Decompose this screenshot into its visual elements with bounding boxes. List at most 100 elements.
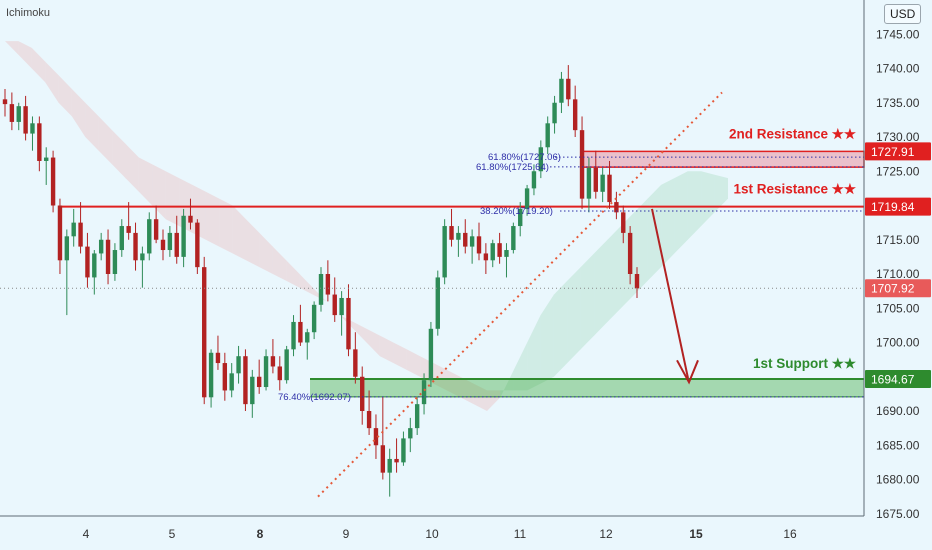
cloud-segment — [406, 349, 421, 377]
candle-body — [607, 174, 612, 203]
candle-body — [579, 130, 585, 199]
x-tick-label: 9 — [343, 527, 350, 541]
candle-body — [236, 356, 241, 374]
candle-body — [435, 277, 440, 329]
candle-body — [421, 380, 427, 405]
x-tick-label: 4 — [83, 527, 90, 541]
x-tick-label: 15 — [689, 527, 703, 541]
cloud-segment — [701, 171, 715, 226]
candle-body — [634, 274, 640, 289]
candle-body — [559, 78, 564, 103]
candle-body — [490, 243, 495, 261]
y-tick-label: 1730.00 — [876, 130, 920, 144]
cloud-segment — [246, 219, 260, 268]
y-tick-label: 1735.00 — [876, 96, 920, 110]
candle-body — [476, 236, 482, 254]
candle-body — [621, 212, 626, 233]
y-tick-label: 1680.00 — [876, 473, 920, 487]
x-tick-label: 12 — [599, 527, 613, 541]
candle-body — [2, 99, 8, 105]
candle-body — [449, 226, 454, 240]
price-tag-bg — [865, 197, 931, 216]
candle-body — [518, 208, 523, 227]
y-tick-label: 1675.00 — [876, 507, 920, 521]
cloud-segment — [18, 41, 32, 69]
candle-body — [250, 376, 255, 405]
candle-body — [497, 243, 502, 257]
cloud-segment — [259, 232, 273, 274]
candle-body — [545, 123, 550, 148]
candle-body — [353, 349, 358, 377]
candle-body — [270, 356, 276, 367]
cloud-segment — [71, 89, 86, 137]
candle-body — [463, 232, 468, 247]
candle-body — [23, 106, 28, 134]
cloud-segment — [687, 171, 702, 240]
candle-body — [586, 167, 592, 199]
candle-body — [318, 274, 324, 305]
cloud-segment — [326, 301, 340, 316]
cloud-segment — [58, 75, 72, 117]
cloud-segment — [272, 246, 287, 281]
candle-body — [50, 157, 56, 206]
candle-body — [593, 167, 598, 192]
candle-body — [44, 157, 49, 161]
price-tag: 1707.92 — [865, 279, 931, 298]
indicator-name: Ichimoku — [6, 7, 51, 19]
cloud-segment — [393, 342, 407, 370]
cloud-segment — [165, 171, 180, 226]
forecast-arrowhead — [676, 359, 699, 385]
candle-body — [30, 123, 35, 134]
candle-body — [428, 328, 434, 381]
candle-body — [202, 267, 207, 398]
x-tick-label: 5 — [169, 527, 176, 541]
candle-body — [229, 373, 234, 391]
price-tag-label: 1694.67 — [871, 373, 915, 387]
cloud-segment — [714, 174, 728, 213]
cloud-segment — [286, 260, 300, 288]
cloud-segment — [219, 198, 233, 254]
y-tick-label: 1700.00 — [876, 336, 920, 350]
candle-body — [174, 232, 179, 257]
price-tag-label: 1727.91 — [871, 145, 915, 159]
fib-level-label: 76.40%(1692.07) — [278, 392, 351, 403]
cloud-segment — [540, 294, 554, 384]
candle-body — [256, 376, 262, 388]
cloud-segment — [45, 61, 59, 103]
cloud-segment — [31, 47, 46, 83]
resistance-1-label: 1st Resistance ★★ — [733, 181, 856, 196]
candle-body — [105, 239, 111, 274]
cloud-segment — [487, 390, 501, 411]
candle-body — [188, 215, 193, 223]
y-tick-label: 1745.00 — [876, 27, 920, 41]
support-1-label: 1st Support ★★ — [753, 356, 857, 371]
candle-body — [572, 99, 578, 131]
zones-layer — [62, 150, 865, 398]
candle-body — [277, 366, 282, 381]
fib-level-label: 61.80%(1725.64) — [476, 162, 549, 173]
candle-body — [552, 102, 557, 124]
candle-body — [195, 222, 200, 268]
candle-body — [263, 356, 269, 388]
candle-body — [222, 363, 228, 391]
price-tag: 1719.84 — [865, 197, 931, 216]
cloud-segment — [580, 253, 595, 350]
candle-body — [442, 226, 447, 278]
y-tick-label: 1710.00 — [876, 267, 920, 281]
candle-body — [64, 236, 70, 261]
y-tick-label: 1715.00 — [876, 233, 920, 247]
price-tag-label: 1719.84 — [871, 200, 915, 214]
resistance-2-zone — [581, 150, 865, 168]
fib-level-label: 38.20%(1719.20) — [480, 206, 553, 217]
currency-label[interactable]: USD — [884, 4, 922, 24]
candle-body — [85, 246, 90, 278]
cloud-segment — [5, 41, 19, 55]
candle-body — [112, 250, 118, 274]
candle-body — [380, 445, 386, 473]
candle-body — [133, 232, 138, 261]
candle-body — [291, 321, 296, 350]
candle-body — [181, 215, 186, 257]
candle-body — [140, 253, 145, 261]
candle-body — [456, 232, 461, 240]
